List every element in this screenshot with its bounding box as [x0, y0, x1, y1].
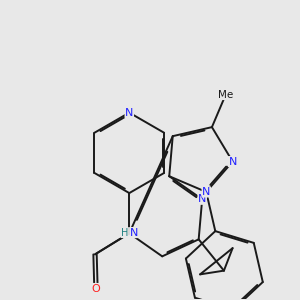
Text: Me: Me — [218, 89, 233, 100]
Text: N: N — [125, 108, 134, 118]
Text: N: N — [202, 187, 210, 197]
Text: O: O — [92, 284, 100, 293]
Text: H: H — [121, 228, 128, 238]
Text: N: N — [198, 194, 206, 204]
Text: N: N — [228, 157, 237, 166]
Text: N: N — [130, 228, 138, 238]
